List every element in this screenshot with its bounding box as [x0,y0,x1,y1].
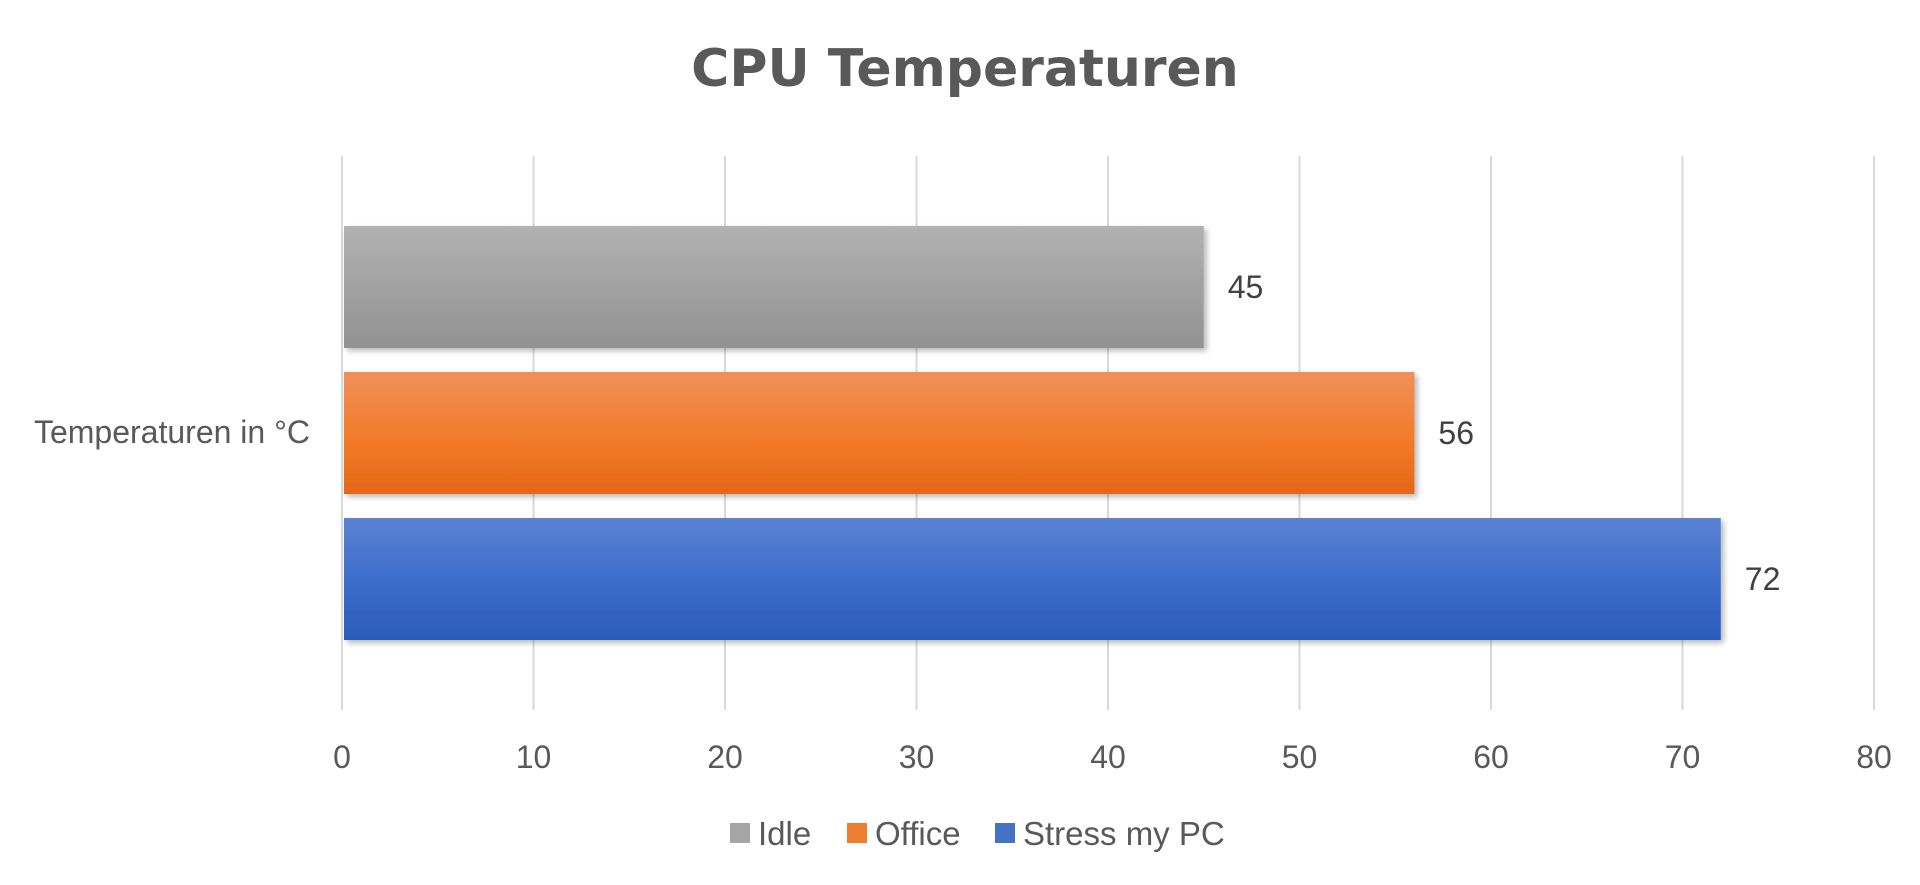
x-tick-label: 50 [1282,739,1318,775]
x-tick-label: 30 [899,739,935,775]
bar-idle [344,226,1204,348]
legend-label: Stress my PC [1023,815,1225,852]
data-label: 56 [1438,415,1474,451]
x-tick-label: 70 [1665,739,1701,775]
legend-label: Idle [758,815,811,852]
legend-label: Office [875,815,961,852]
x-tick-label: 20 [707,739,743,775]
data-label: 45 [1228,269,1264,305]
bar-stress-my-pc [344,518,1721,640]
x-tick-label: 10 [516,739,552,775]
legend-swatch [995,823,1015,843]
bar-office [344,372,1415,494]
chart-title: CPU Temperaturen [691,39,1239,99]
legend-swatch [730,823,750,843]
legend-swatch [847,823,867,843]
x-tick-label: 80 [1856,739,1892,775]
bars: 45 56 72 [344,226,1780,640]
category-label: Temperaturen in °C [34,414,310,450]
data-label: 72 [1745,561,1781,597]
x-axis-ticks: 0 10 20 30 40 50 60 70 80 [333,739,1892,775]
x-tick-label: 0 [333,739,351,775]
x-tick-label: 60 [1473,739,1509,775]
legend: Idle Office Stress my PC [730,815,1225,852]
x-tick-label: 40 [1090,739,1126,775]
